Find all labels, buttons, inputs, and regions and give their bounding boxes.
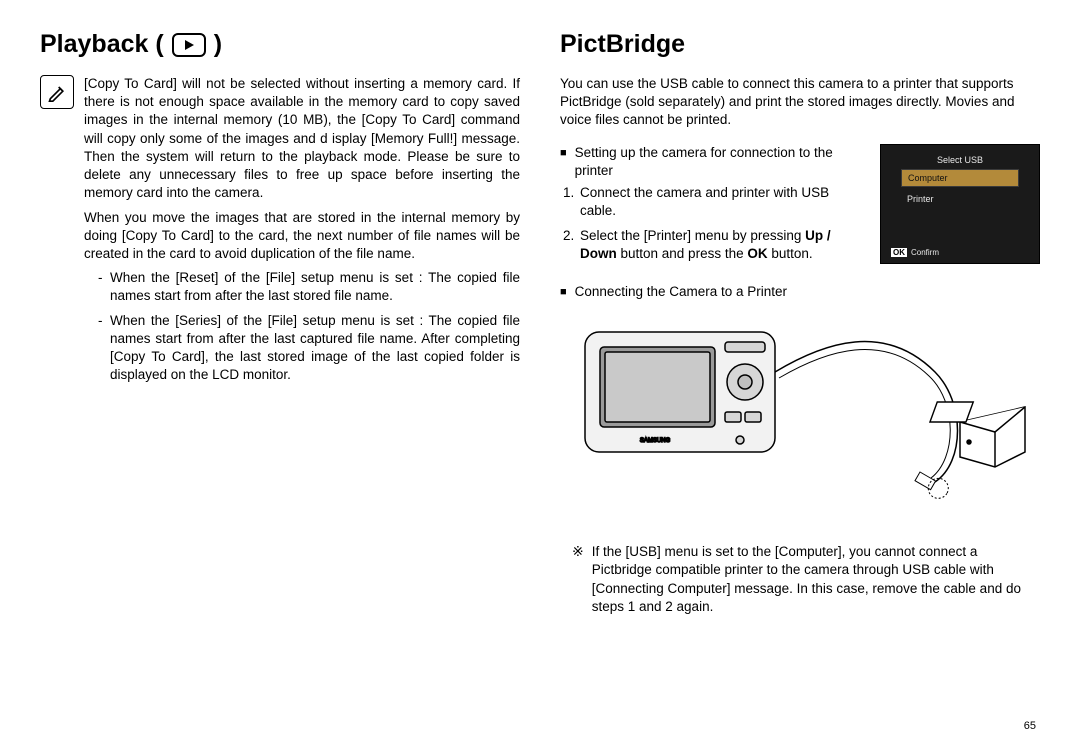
note-p2: When you move the images that are stored… [84,209,520,264]
square-bullet-icon: ■ [560,283,567,301]
lcd-option-printer: Printer [901,191,1019,207]
note-p1: [Copy To Card] will not be selected with… [84,75,520,203]
camera-lcd-screenshot: Select USB Computer Printer OK Confirm [880,144,1040,264]
pictbridge-heading-text: PictBridge [560,30,685,59]
two-column-layout: Playback ( ) [Copy To Card] will not be … [40,30,1040,616]
note-li1: When the [Reset] of the [File] setup men… [98,269,520,305]
usb-warning-note: ※ If the [USB] menu is set to the [Compu… [560,543,1040,616]
playback-heading: Playback ( ) [40,30,520,59]
playback-heading-suffix: ) [214,30,222,59]
connect-heading: Connecting the Camera to a Printer [575,283,787,301]
note-icon [40,75,74,109]
usb-warning-text: If the [USB] menu is set to the [Compute… [592,543,1040,616]
diagram-svg: SAMSUNG [565,312,1035,522]
step2-prefix: Select the [Printer] menu by pressing [580,228,805,243]
lcd-ok-label: OK [891,248,907,257]
manual-page: Playback ( ) [Copy To Card] will not be … [0,0,1080,746]
camera-printer-diagram: SAMSUNG [560,307,1040,527]
connect-heading-line: ■ Connecting the Camera to a Printer [560,283,1040,301]
note-box: [Copy To Card] will not be selected with… [40,75,520,391]
note-text: [Copy To Card] will not be selected with… [84,75,520,391]
svg-text:SAMSUNG: SAMSUNG [640,438,671,444]
step-2: Select the [Printer] menu by pressing Up… [578,227,864,263]
lcd-confirm: Confirm [911,248,939,257]
step2-suffix: button. [768,246,813,261]
step-1: Connect the camera and printer with USB … [578,184,864,220]
lcd-option-computer: Computer [901,169,1019,187]
setup-text: ■ Setting up the camera for connection t… [560,144,864,269]
pictbridge-intro: You can use the USB cable to connect thi… [560,75,1040,130]
setup-row: ■ Setting up the camera for connection t… [560,144,1040,269]
right-column: PictBridge You can use the USB cable to … [560,30,1040,616]
setup-heading: Setting up the camera for connection to … [575,144,864,180]
note-li2: When the [Series] of the [File] setup me… [98,312,520,385]
step2-mid: button and press the [617,246,748,261]
square-bullet-icon: ■ [560,144,567,180]
pictbridge-heading: PictBridge [560,30,1040,59]
left-column: Playback ( ) [Copy To Card] will not be … [40,30,520,616]
playback-icon [172,33,206,57]
lcd-title: Select USB [881,145,1039,165]
page-number: 65 [1024,720,1036,732]
playback-heading-text: Playback ( [40,30,164,59]
note-sublist: When the [Reset] of the [File] setup men… [98,269,520,384]
setup-heading-line: ■ Setting up the camera for connection t… [560,144,864,180]
lcd-footer: OK Confirm [891,248,939,257]
step2-bold2: OK [747,246,767,261]
setup-steps: Connect the camera and printer with USB … [578,184,864,263]
reference-mark-icon: ※ [560,543,584,616]
intro-text: You can use the USB cable to connect thi… [560,75,1040,130]
